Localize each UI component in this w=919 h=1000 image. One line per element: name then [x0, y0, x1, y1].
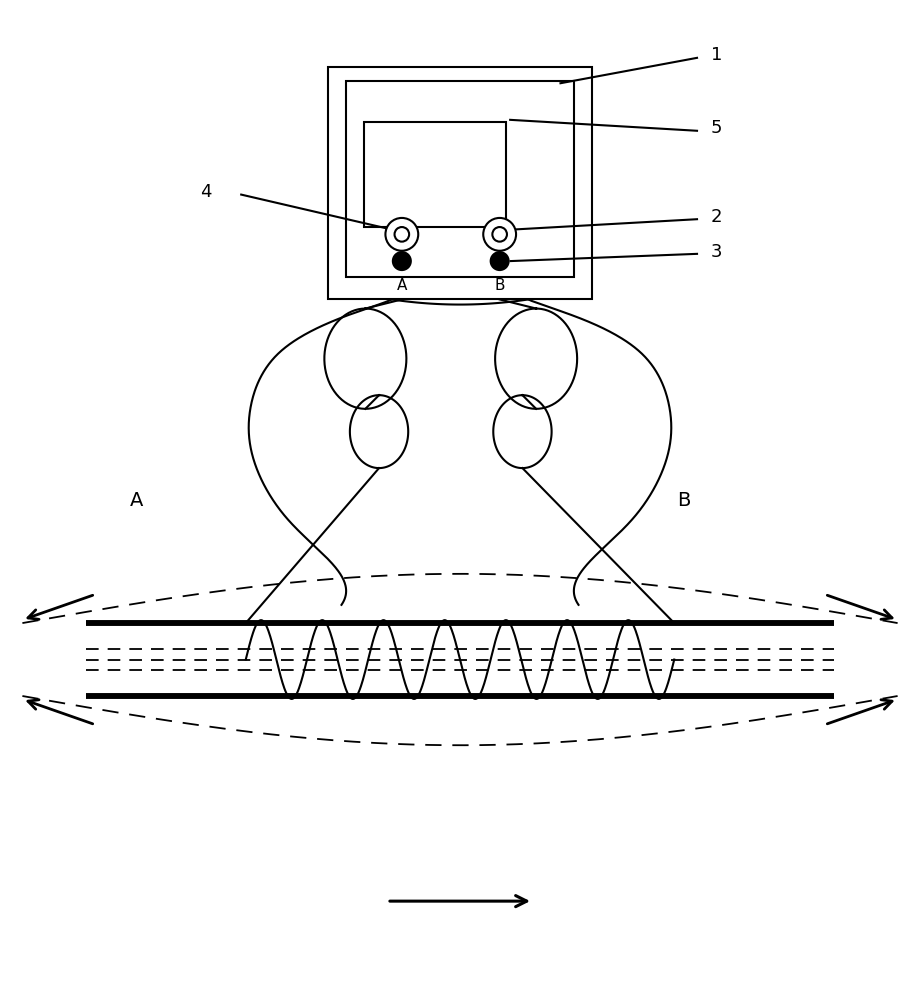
Text: 2: 2 [710, 208, 721, 226]
Bar [364, 122, 505, 227]
Text: B: B [494, 278, 505, 293]
Bar [346, 81, 573, 277]
Text: A: A [130, 491, 142, 510]
Circle shape [394, 227, 409, 242]
Circle shape [489, 251, 509, 271]
Circle shape [492, 227, 506, 242]
Text: A: A [396, 278, 406, 293]
Circle shape [391, 251, 412, 271]
Bar [327, 67, 592, 299]
Text: 1: 1 [710, 46, 721, 64]
Text: 3: 3 [710, 243, 721, 261]
Circle shape [482, 218, 516, 251]
Circle shape [385, 218, 418, 251]
Text: 5: 5 [710, 119, 721, 137]
Text: B: B [676, 491, 689, 510]
Text: 4: 4 [200, 183, 211, 201]
